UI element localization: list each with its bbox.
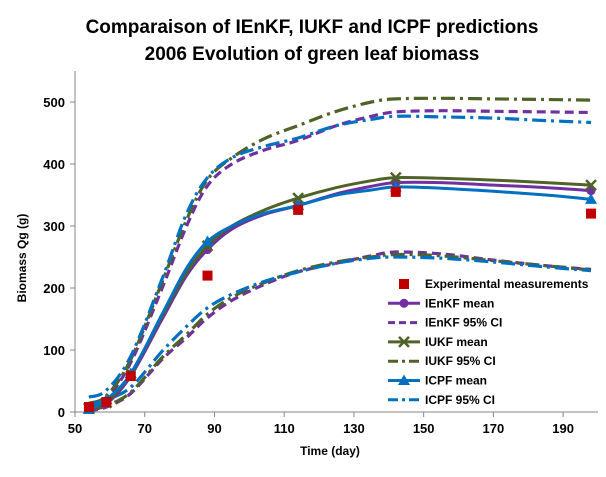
legend: Experimental measurements IEnKF mean IEnKF…: [388, 277, 589, 407]
x-tick-label: 90: [207, 421, 221, 436]
point-iukf-mean: [292, 192, 305, 204]
chart-title-line-1: Comparaison of IEnKF, IUKF and ICPF pred…: [86, 17, 539, 38]
y-tick-label: 0: [58, 405, 65, 420]
chart-title-line-2: 2006 Evolution of green leaf biomass: [145, 44, 480, 65]
legend-item-iukf-95-ci: IUKF 95% CI: [388, 354, 496, 368]
legend-label: IEnKF 95% CI: [425, 316, 502, 330]
point-iukf-mean: [389, 171, 402, 184]
x-axis-label: Time (day): [300, 444, 360, 458]
point-experimental-measurements: [101, 397, 112, 408]
point-experimental-measurements: [390, 186, 401, 197]
line-ienkf-mean: [88, 180, 592, 411]
series-icpf-95-ci-lower: [88, 255, 592, 407]
line-ienkf-95-ci-lower: [88, 250, 592, 413]
y-axis-label: Biomass Qg (g): [15, 214, 29, 303]
x-tick-label: 170: [483, 421, 505, 436]
legend-item-ienkf-mean: IEnKF mean: [388, 296, 494, 310]
legend-item-iukf-mean: IUKF mean: [388, 335, 488, 349]
series-icpf-95-ci: [88, 114, 592, 399]
y-tick-label: 100: [43, 343, 65, 358]
legend-label: IEnKF mean: [425, 296, 494, 310]
x-tick-label: 150: [413, 421, 435, 436]
series-layer: [82, 96, 598, 415]
y-tick-label: 500: [43, 95, 65, 110]
series-iukf-mean: [83, 171, 597, 415]
line-icpf-mean: [88, 185, 592, 411]
legend-label: IUKF 95% CI: [425, 354, 496, 368]
axes: 50 70 90 110 130 150 170 190 0 100 200 300 400 500: [43, 71, 598, 436]
series-experimental-measurements: [83, 186, 597, 413]
y-tick-label: 400: [43, 157, 65, 172]
point-experimental-measurements: [293, 204, 304, 215]
x-tick-label: 130: [343, 421, 365, 436]
legend-marker: [399, 298, 409, 308]
y-tick-label: 300: [43, 219, 65, 234]
legend-label: IUKF mean: [425, 335, 488, 349]
line-ienkf-95-ci: [88, 109, 592, 407]
point-experimental-measurements: [202, 270, 213, 281]
point-icpf-mean: [585, 193, 598, 204]
x-tick-label: 50: [68, 421, 82, 436]
line-iukf-mean: [88, 175, 592, 410]
legend-item-ienkf-95-ci: IEnKF 95% CI: [388, 316, 502, 330]
point-icpf-mean: [201, 235, 214, 246]
line-icpf-95-ci-lower: [88, 255, 592, 407]
legend-item-experimental-measurements: Experimental measurements: [399, 277, 589, 291]
legend-marker: [399, 279, 409, 289]
legend-item-icpf-mean: ICPF mean: [388, 374, 487, 388]
legend-marker: [398, 374, 410, 385]
series-ienkf-95-ci-lower: [88, 250, 592, 413]
point-experimental-measurements: [586, 208, 597, 219]
point-iukf-mean: [585, 179, 597, 191]
series-ienkf-95-ci: [88, 109, 592, 407]
legend-label: ICPF 95% CI: [425, 393, 495, 407]
legend-item-icpf-95-ci: ICPF 95% CI: [388, 393, 495, 407]
line-icpf-95-ci: [88, 114, 592, 399]
x-tick-label: 190: [552, 421, 574, 436]
x-tick-label: 70: [137, 421, 151, 436]
series-ienkf-mean: [84, 178, 596, 414]
legend-label: ICPF mean: [425, 374, 487, 388]
legend-label: Experimental measurements: [425, 277, 589, 291]
point-experimental-measurements: [83, 402, 94, 413]
y-tick-label: 200: [43, 281, 65, 296]
point-experimental-measurements: [125, 371, 136, 382]
x-tick-label: 110: [274, 421, 295, 436]
legend-marker: [398, 336, 410, 348]
